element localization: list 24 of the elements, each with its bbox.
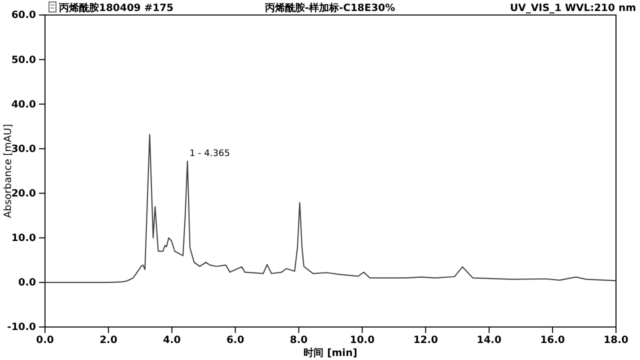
y-tick-label: 20.0 [11,188,36,200]
x-tick-label: 18.0 [604,335,628,346]
x-axis-title: 时间 [min] [304,347,358,359]
line-series [44,134,617,283]
y-tick-label: 40.0 [11,99,36,110]
y-tick-label: 10.0 [11,233,36,244]
x-tick-label: 14.0 [476,335,502,346]
x-tick-label: 2.0 [100,335,118,346]
y-tick-label: 0.0 [18,278,36,289]
x-tick-label: 12.0 [413,335,438,346]
x-tick-label: 16.0 [540,335,565,346]
x-tick-label: 6.0 [226,335,244,346]
y-tick-label: 30.0 [11,144,36,155]
chart-title: 丙烯酰胺180409 #175 [58,2,174,14]
x-tick-label: 0.0 [36,335,54,346]
x-tick-label: 8.0 [290,335,308,346]
y-tick-label: 50.0 [11,54,36,66]
x-tick-label: 10.0 [350,335,375,346]
y-tick-label: -10.0 [7,322,36,334]
x-tick-label: 4.0 [163,335,181,346]
y-tick-label: 60.0 [11,10,36,22]
text: UV_VIS_1 WVL:210 nm [510,3,636,14]
annotation: 1 - 4.365 [189,148,230,159]
chart-subtitle: 丙烯酰胺-样加标-C18E30% [264,2,396,14]
